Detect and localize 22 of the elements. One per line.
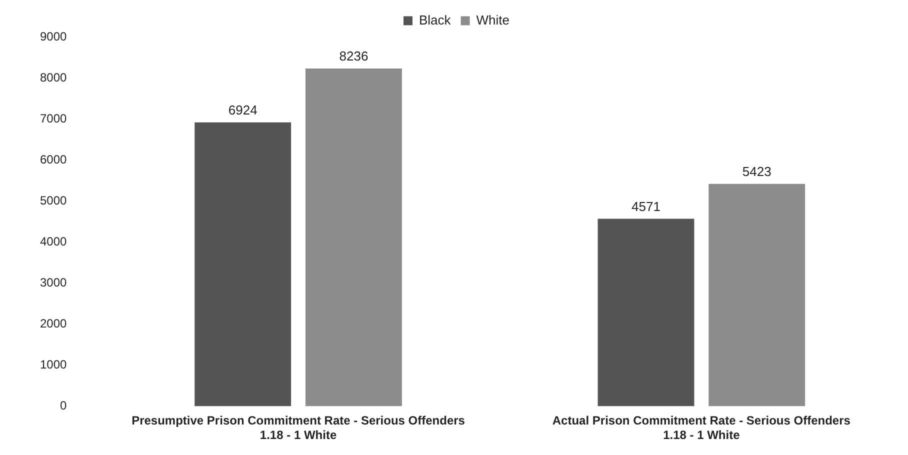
y-tick-label: 0 <box>60 398 68 413</box>
x-tick-label: Actual Prison Commitment Rate - Serious Offenders 1.18 - 1 White <box>552 414 851 442</box>
legend-label: White <box>476 12 510 28</box>
bar <box>598 218 694 406</box>
y-tick-label: 4000 <box>40 234 68 249</box>
y-tick-label: 1000 <box>40 358 68 372</box>
data-label: 5423 <box>742 164 772 179</box>
y-tick-label: 8000 <box>40 70 68 85</box>
y-tick-label: 3000 <box>40 276 68 290</box>
y-tick-label: 7000 <box>40 112 68 126</box>
y-tick-label: 5000 <box>40 194 68 208</box>
bar <box>708 184 806 406</box>
x-tick-label: Presumptive Prison Commitment Rate - Serious Offenders 1.18 - 1 White <box>132 414 466 442</box>
legend-label: Black <box>418 12 452 28</box>
y-tick-label: 9000 <box>40 30 68 44</box>
data-label: 4571 <box>632 198 660 214</box>
bar <box>305 68 402 406</box>
data-label: 6924 <box>228 102 258 118</box>
y-tick-label: 2000 <box>40 316 68 331</box>
bar <box>194 122 292 406</box>
y-tick-label: 6000 <box>40 152 68 167</box>
data-label: 8236 <box>339 48 368 64</box>
